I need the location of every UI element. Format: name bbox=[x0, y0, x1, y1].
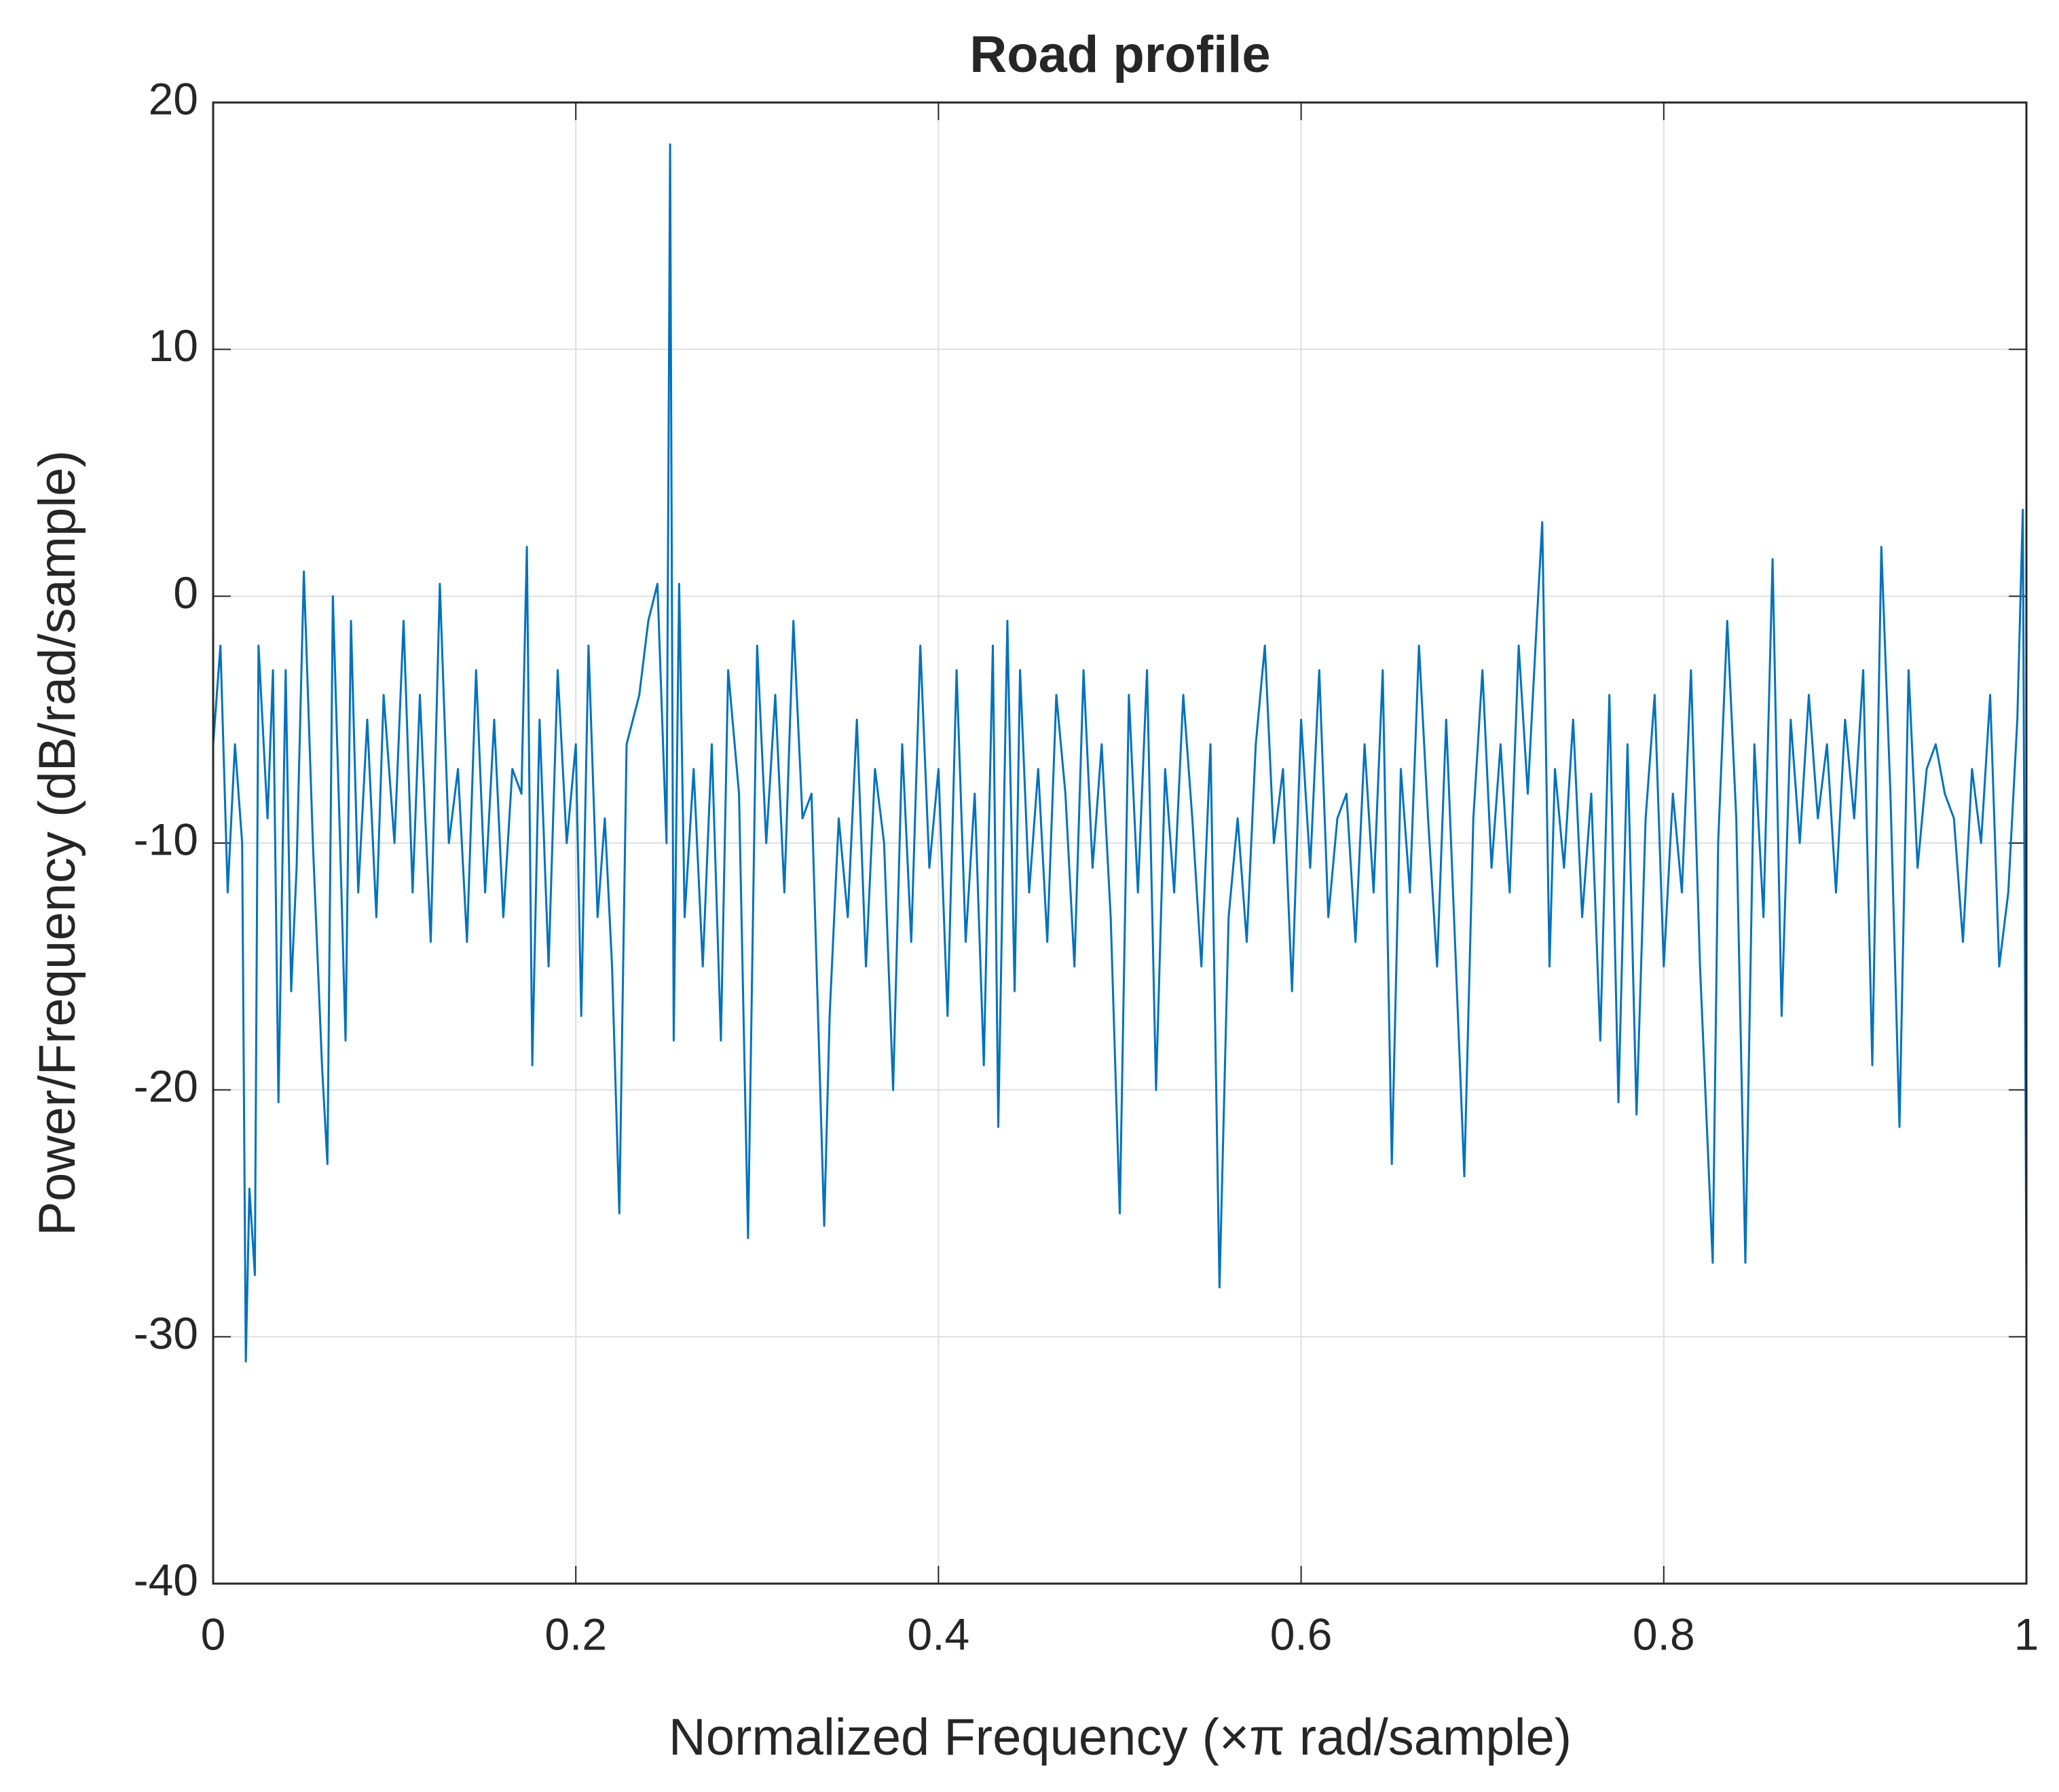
y-tick-label: 0 bbox=[173, 567, 198, 618]
x-tick-label: 0 bbox=[201, 1609, 226, 1659]
y-tick-label: -30 bbox=[134, 1308, 198, 1358]
x-tick-label: 0.6 bbox=[1270, 1609, 1333, 1659]
y-tick-label: -40 bbox=[134, 1554, 198, 1605]
y-tick-label: 10 bbox=[149, 320, 198, 371]
x-tick-label: 0.2 bbox=[544, 1609, 607, 1659]
data-line bbox=[212, 143, 2028, 1363]
x-tick-label: 0.8 bbox=[1633, 1609, 1695, 1659]
y-tick-label: -20 bbox=[134, 1061, 198, 1111]
plot-frame bbox=[212, 101, 2028, 1585]
x-tick-label: 1 bbox=[2014, 1609, 2039, 1659]
y-tick-label: 20 bbox=[149, 73, 198, 124]
chart-title: Road profile bbox=[969, 26, 1270, 83]
y-tick-label: -10 bbox=[134, 814, 198, 864]
x-axis-label: Normalized Frequency (×π rad/sample) bbox=[669, 1709, 1572, 1766]
x-tick-label: 0.4 bbox=[908, 1609, 970, 1659]
y-axis-label: Power/Frequency (dB/rad/sample) bbox=[29, 450, 86, 1235]
